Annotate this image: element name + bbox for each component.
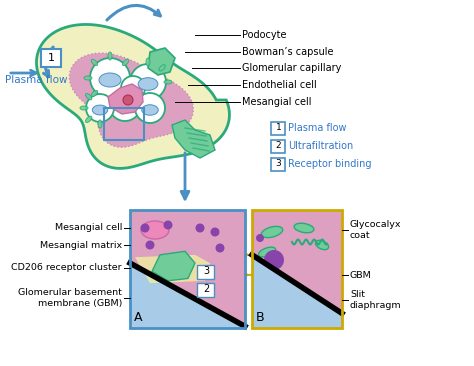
Text: GBM: GBM [350, 270, 372, 280]
Circle shape [195, 224, 204, 232]
Polygon shape [252, 255, 342, 328]
Ellipse shape [85, 94, 92, 100]
Circle shape [164, 220, 173, 229]
Circle shape [210, 228, 219, 236]
Circle shape [121, 76, 145, 100]
Ellipse shape [142, 105, 158, 115]
Polygon shape [172, 120, 215, 158]
Text: CD206 receptor cluster: CD206 receptor cluster [11, 264, 122, 273]
Polygon shape [148, 48, 175, 75]
Circle shape [256, 234, 264, 242]
FancyBboxPatch shape [198, 283, 215, 296]
Text: Glomerular basement
membrane (GBM): Glomerular basement membrane (GBM) [18, 288, 122, 308]
Text: Glycocalyx
coat: Glycocalyx coat [350, 220, 401, 240]
Ellipse shape [159, 65, 165, 71]
Text: 2: 2 [203, 284, 209, 295]
Text: Mesangial matrix: Mesangial matrix [40, 240, 122, 250]
FancyBboxPatch shape [272, 139, 285, 153]
Ellipse shape [146, 58, 150, 66]
Circle shape [140, 224, 149, 232]
Text: 2: 2 [276, 142, 281, 150]
Polygon shape [108, 84, 143, 114]
Ellipse shape [99, 73, 121, 87]
Ellipse shape [108, 52, 112, 60]
Circle shape [123, 95, 133, 105]
Text: 1: 1 [275, 123, 282, 132]
Bar [252, 210, 342, 328]
Circle shape [135, 93, 165, 123]
Text: Mesangial cell: Mesangial cell [55, 224, 122, 232]
Ellipse shape [141, 221, 169, 239]
Ellipse shape [116, 101, 134, 113]
Text: Ultrafiltration: Ultrafiltration [288, 141, 353, 151]
Ellipse shape [294, 223, 314, 233]
FancyBboxPatch shape [41, 49, 61, 67]
Ellipse shape [92, 105, 108, 115]
Ellipse shape [164, 80, 172, 84]
Polygon shape [135, 255, 210, 283]
Text: 1: 1 [47, 53, 55, 63]
Ellipse shape [138, 78, 158, 90]
Text: Mesangial cell: Mesangial cell [242, 97, 311, 107]
Ellipse shape [84, 76, 92, 80]
Text: Glomerular capillary: Glomerular capillary [242, 63, 341, 73]
Circle shape [90, 58, 130, 98]
Text: A: A [134, 311, 143, 324]
Ellipse shape [85, 116, 92, 123]
Ellipse shape [80, 106, 88, 110]
FancyBboxPatch shape [198, 265, 215, 279]
FancyBboxPatch shape [272, 157, 285, 171]
Circle shape [86, 94, 114, 122]
Polygon shape [69, 53, 193, 147]
Text: B: B [256, 311, 264, 324]
Text: Slit
diaphragm: Slit diaphragm [350, 290, 401, 310]
Bar [130, 210, 245, 328]
Circle shape [216, 243, 225, 253]
Ellipse shape [98, 120, 102, 128]
Text: Bowman’s capsule: Bowman’s capsule [242, 47, 334, 57]
Circle shape [130, 64, 166, 100]
Text: Receptor binding: Receptor binding [288, 159, 372, 169]
Circle shape [146, 240, 155, 250]
Text: Podocyte: Podocyte [242, 30, 286, 40]
Ellipse shape [91, 59, 98, 66]
Ellipse shape [122, 59, 129, 66]
Ellipse shape [91, 90, 98, 97]
Circle shape [264, 250, 284, 270]
Ellipse shape [258, 247, 275, 257]
Text: Plasma flow: Plasma flow [5, 75, 67, 85]
Text: 3: 3 [203, 266, 209, 276]
FancyBboxPatch shape [272, 122, 285, 134]
Polygon shape [36, 25, 229, 168]
Ellipse shape [261, 227, 283, 238]
Text: Endothelial cell: Endothelial cell [242, 80, 317, 90]
Circle shape [109, 89, 141, 121]
Text: 3: 3 [275, 160, 282, 168]
Polygon shape [152, 251, 195, 281]
Text: Plasma flow: Plasma flow [288, 123, 346, 133]
Ellipse shape [315, 240, 328, 250]
Polygon shape [130, 263, 245, 328]
